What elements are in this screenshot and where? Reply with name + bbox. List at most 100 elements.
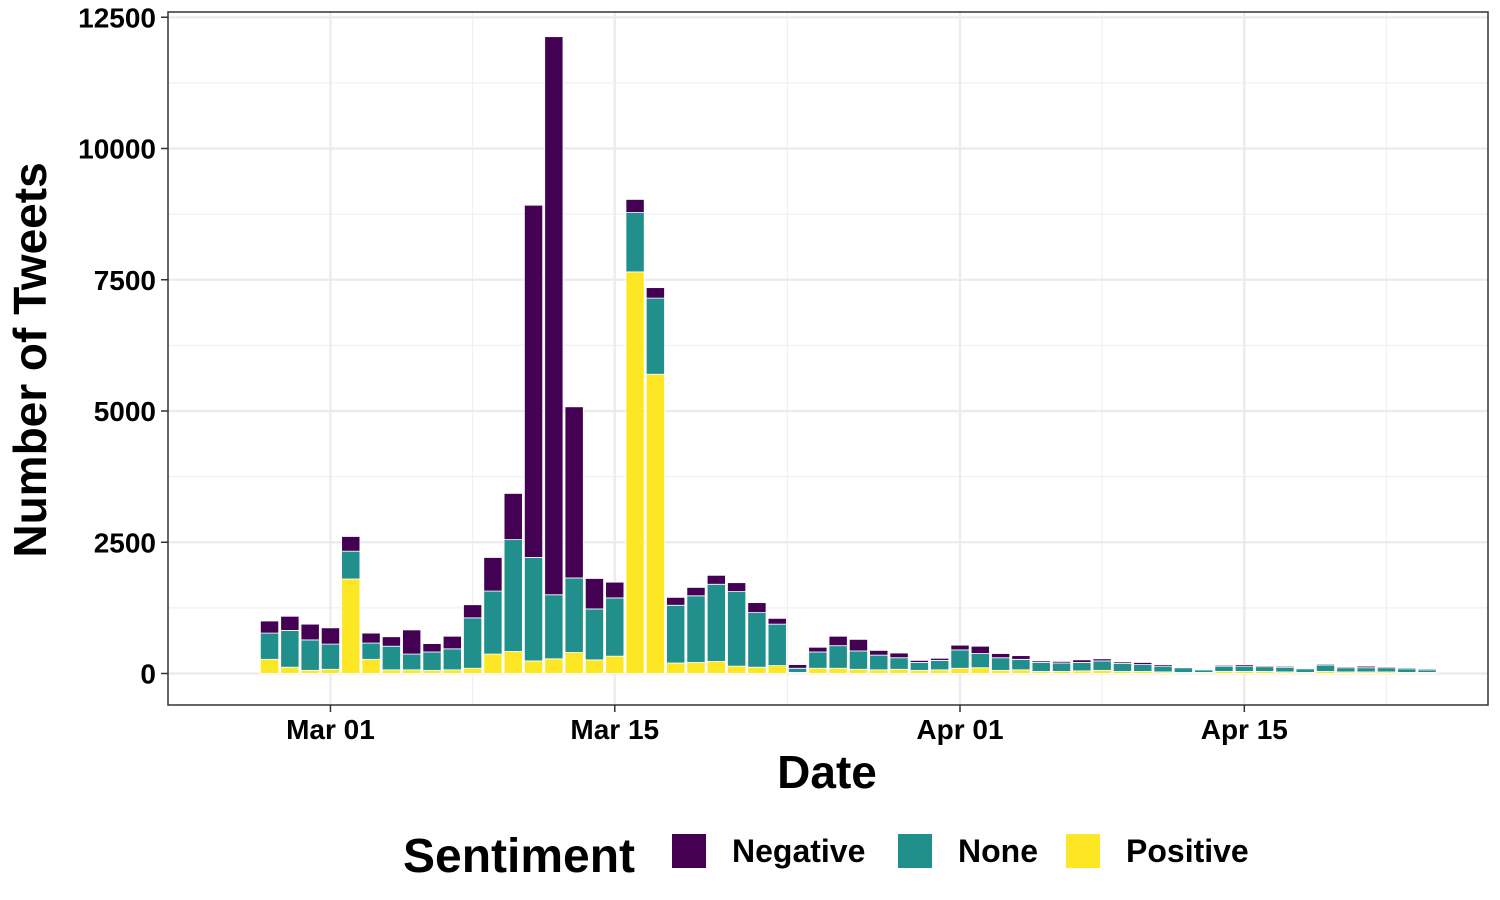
bar-stack <box>788 664 808 674</box>
legend-swatch-negative <box>672 834 706 868</box>
bar-stack <box>808 646 828 674</box>
bar-stack <box>361 632 381 674</box>
bar-segment-negative <box>442 635 462 650</box>
bar-segment-positive <box>767 665 787 674</box>
bar-segment-negative <box>381 636 401 647</box>
bar-segment-negative <box>991 653 1011 659</box>
bar-segment-none <box>503 539 523 652</box>
bar-segment-none <box>422 651 442 671</box>
bar-stack <box>1336 666 1356 674</box>
bar-segment-none <box>706 583 726 662</box>
bar-segment-positive <box>584 659 605 674</box>
bar-segment-none <box>727 591 747 667</box>
bar-segment-negative <box>300 623 320 641</box>
bar-segment-positive <box>991 669 1011 674</box>
bar-segment-positive <box>259 658 280 674</box>
bar-segment-negative <box>1072 659 1092 663</box>
bar-segment-none <box>1397 668 1417 673</box>
bar-segment-negative <box>1112 661 1132 664</box>
bar-stack <box>1092 658 1112 674</box>
bar-segment-positive <box>544 658 564 674</box>
bar-segment-positive <box>1011 669 1031 674</box>
bar-stack <box>564 406 584 674</box>
bar-stack <box>909 659 929 674</box>
bar-segment-negative <box>483 557 503 592</box>
bar-stack <box>1112 661 1132 674</box>
bar-stack <box>1214 664 1234 674</box>
bar-segment-positive <box>300 669 320 674</box>
bar-segment-negative <box>706 574 726 585</box>
bar-segment-none <box>767 623 787 667</box>
bar-segment-negative <box>361 632 381 644</box>
bar-stack <box>259 620 280 674</box>
bar-segment-negative <box>402 629 422 655</box>
bar-stack <box>483 557 503 674</box>
bar-stack <box>1234 664 1254 674</box>
bar-segment-none <box>381 645 401 671</box>
bar-stack <box>584 578 605 674</box>
bar-segment-positive <box>666 662 686 674</box>
y-tick-label: 7500 <box>94 265 156 296</box>
bar-segment-none <box>605 597 625 657</box>
bar-segment-positive <box>320 668 341 674</box>
legend-label-none: None <box>958 833 1038 869</box>
bar-stack <box>970 645 990 674</box>
bar-segment-none <box>869 654 889 671</box>
bar-stack <box>381 636 401 674</box>
bar-segment-negative <box>1234 664 1254 667</box>
bar-stack <box>503 493 523 674</box>
bar-segment-none <box>788 667 808 673</box>
bar-segment-none <box>1417 669 1437 673</box>
bar-segment-none <box>1133 664 1153 672</box>
bar-segment-positive <box>625 271 645 674</box>
bar-stack <box>422 643 442 674</box>
bar-stack <box>300 623 320 674</box>
bar-segment-negative <box>1376 666 1396 669</box>
bar-segment-negative <box>1153 664 1173 667</box>
bar-stack <box>767 617 787 674</box>
bar-segment-positive <box>930 669 950 674</box>
bar-stack <box>1011 655 1031 674</box>
bar-stack <box>1153 664 1173 674</box>
bar-stack <box>625 199 645 674</box>
bar-stack <box>930 657 950 674</box>
bar-segment-none <box>1356 667 1376 673</box>
bar-segment-none <box>402 653 422 671</box>
bar-stack <box>706 574 726 674</box>
bar-stack <box>442 635 462 674</box>
bar-segment-none <box>808 651 828 669</box>
plot-panel-border <box>167 11 1489 706</box>
bar-segment-negative <box>1417 668 1437 671</box>
legend: Sentiment Negative None Positive <box>403 830 1249 883</box>
bar-segment-positive <box>524 660 544 674</box>
bar-segment-positive <box>808 667 828 674</box>
bar-segment-none <box>564 577 584 653</box>
bar-segment-positive <box>1092 669 1112 674</box>
bar-segment-negative <box>1316 663 1336 666</box>
bar-segment-negative <box>503 493 523 541</box>
bar-stack <box>848 638 869 674</box>
bar-segment-none <box>747 612 767 668</box>
bar-stack <box>828 635 848 674</box>
bar-segment-negative <box>747 602 767 614</box>
bar-stack <box>666 596 686 674</box>
bar-segment-none <box>1011 658 1031 671</box>
bar-segment-none <box>300 639 320 671</box>
bar-segment-positive <box>341 578 361 674</box>
bar-segment-none <box>1336 667 1356 673</box>
bar-segment-negative <box>1275 665 1295 668</box>
bar-stack <box>1376 666 1396 674</box>
bar-segment-negative <box>1031 660 1051 663</box>
bar-stack <box>1356 665 1376 674</box>
bar-stack <box>747 602 767 674</box>
bar-segment-positive <box>605 655 625 674</box>
y-tick-label: 2500 <box>94 527 156 558</box>
bar-stack <box>727 582 747 674</box>
bar-segment-negative <box>1011 655 1031 660</box>
bar-segment-none <box>1275 666 1295 673</box>
bar-segment-negative <box>564 406 584 579</box>
bar-stack <box>686 587 706 674</box>
bar-segment-negative <box>463 604 483 619</box>
bar-segment-positive <box>422 669 442 674</box>
